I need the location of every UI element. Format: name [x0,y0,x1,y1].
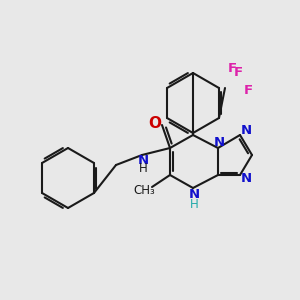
Text: CH₃: CH₃ [133,184,155,197]
Text: N: N [137,154,148,166]
Text: H: H [139,163,147,176]
Text: O: O [148,116,161,131]
Text: F: F [233,65,243,79]
Text: N: N [188,188,200,202]
Text: H: H [190,197,198,211]
Text: N: N [213,136,225,148]
Text: N: N [240,124,252,137]
Text: F: F [227,61,237,74]
Text: N: N [240,172,252,185]
Text: F: F [243,83,253,97]
